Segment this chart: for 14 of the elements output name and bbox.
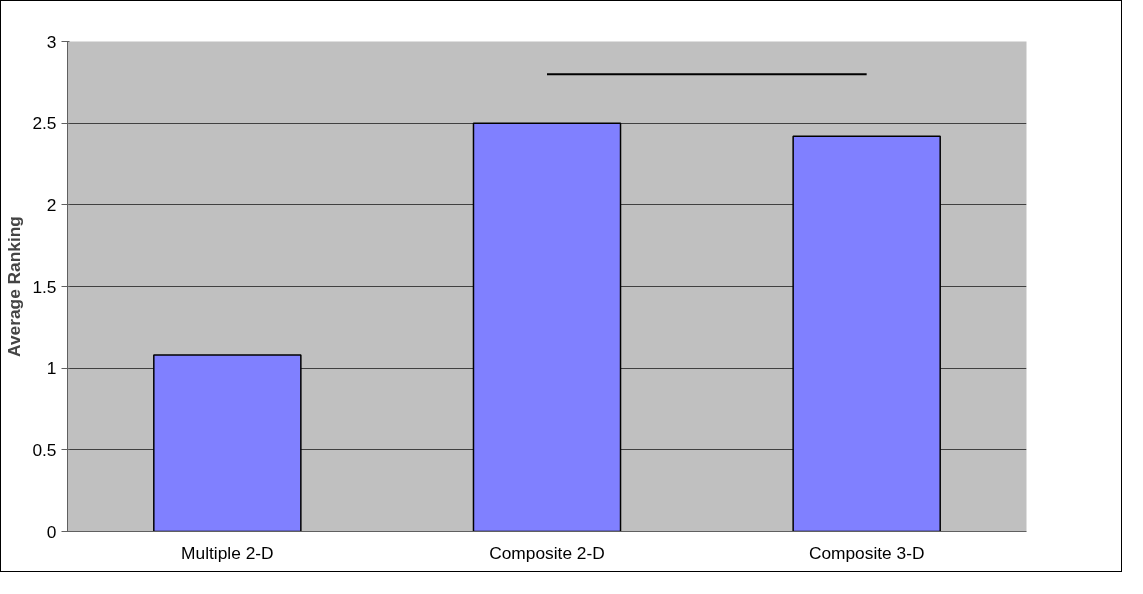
bar [472, 122, 622, 532]
y-tick-label: 0.5 [32, 439, 57, 460]
x-tick-label: Composite 3-D [808, 542, 925, 563]
bar [792, 135, 941, 532]
bar [153, 354, 302, 532]
y-tick-label: 3 [46, 31, 57, 52]
y-tick-label: 2.5 [32, 113, 57, 134]
x-tick-label: Multiple 2-D [181, 542, 274, 563]
x-tick-label: Composite 2-D [489, 542, 605, 563]
y-tick-label: 2 [46, 194, 57, 215]
y-tick-label: 1 [46, 358, 57, 379]
y-axis-title: Average Ranking [4, 216, 25, 357]
y-tick-label: 1.5 [32, 276, 57, 297]
y-tick-label: 0 [46, 521, 57, 542]
